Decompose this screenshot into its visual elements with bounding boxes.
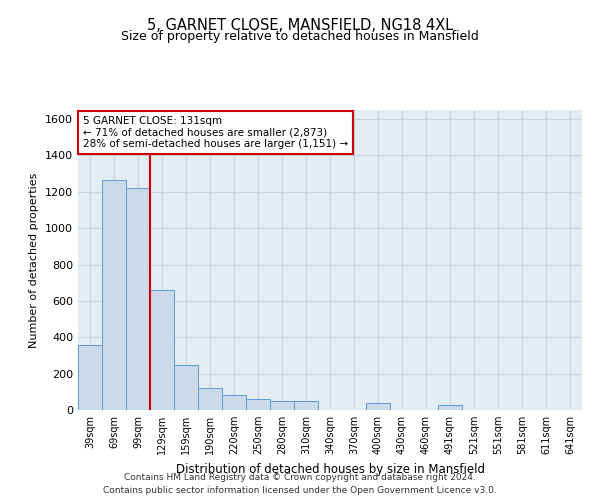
Text: 5, GARNET CLOSE, MANSFIELD, NG18 4XL: 5, GARNET CLOSE, MANSFIELD, NG18 4XL — [147, 18, 453, 32]
Text: Contains public sector information licensed under the Open Government Licence v3: Contains public sector information licen… — [103, 486, 497, 495]
Bar — [438, 404, 462, 410]
Bar — [270, 401, 294, 410]
Bar — [174, 364, 198, 410]
Bar — [294, 401, 318, 410]
Bar — [126, 188, 150, 410]
Bar — [78, 344, 102, 410]
Bar — [198, 388, 222, 410]
Bar — [222, 396, 246, 410]
Text: 5 GARNET CLOSE: 131sqm
← 71% of detached houses are smaller (2,873)
28% of semi-: 5 GARNET CLOSE: 131sqm ← 71% of detached… — [83, 116, 348, 149]
Text: Size of property relative to detached houses in Mansfield: Size of property relative to detached ho… — [121, 30, 479, 43]
X-axis label: Distribution of detached houses by size in Mansfield: Distribution of detached houses by size … — [176, 462, 485, 475]
Y-axis label: Number of detached properties: Number of detached properties — [29, 172, 40, 348]
Bar — [246, 399, 270, 410]
Bar — [366, 402, 390, 410]
Bar — [150, 290, 174, 410]
Bar — [102, 180, 126, 410]
Text: Contains HM Land Registry data © Crown copyright and database right 2024.: Contains HM Land Registry data © Crown c… — [124, 474, 476, 482]
